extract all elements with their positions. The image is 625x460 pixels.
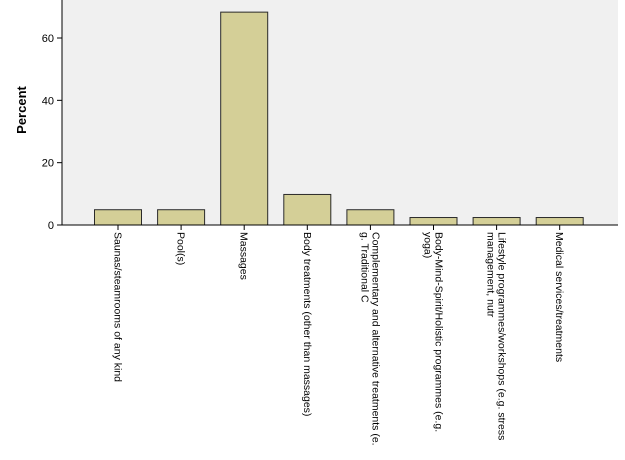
x-tick-label: Complementary and alternative treatments…: [358, 232, 381, 446]
x-tick-label: Saunas/steamrooms of any kind: [112, 232, 124, 382]
x-tick-label: Massages: [238, 232, 250, 280]
bar: [157, 209, 206, 226]
bar: [409, 217, 458, 226]
bar: [220, 11, 269, 226]
x-tick-label: Lifestyle programmes/workshops (e.g. str…: [485, 232, 508, 440]
bar: [535, 217, 584, 226]
y-tick-label: 60: [42, 33, 54, 45]
x-tick-label: Pool(s): [175, 232, 187, 265]
bar: [472, 217, 521, 226]
x-axis: Saunas/steamrooms of any kind Pool(s) Mass…: [62, 224, 618, 446]
y-axis-title: Percent: [14, 85, 29, 133]
y-axis: 0 20 40 60: [42, 0, 63, 232]
x-tick-label: Medical services/treatments: [553, 232, 565, 362]
y-tick-label: 0: [48, 220, 54, 232]
bar: [346, 209, 395, 226]
x-tick-label: Body-Mind-Spirit/Holistic programmes (e.…: [422, 232, 445, 432]
y-tick-label: 20: [42, 158, 54, 170]
bar: [283, 193, 332, 226]
bar: [94, 209, 142, 226]
x-tick-label: Body treatments (other than massages): [301, 232, 313, 416]
y-tick-label: 40: [42, 95, 54, 107]
plot-area: [62, 0, 618, 225]
